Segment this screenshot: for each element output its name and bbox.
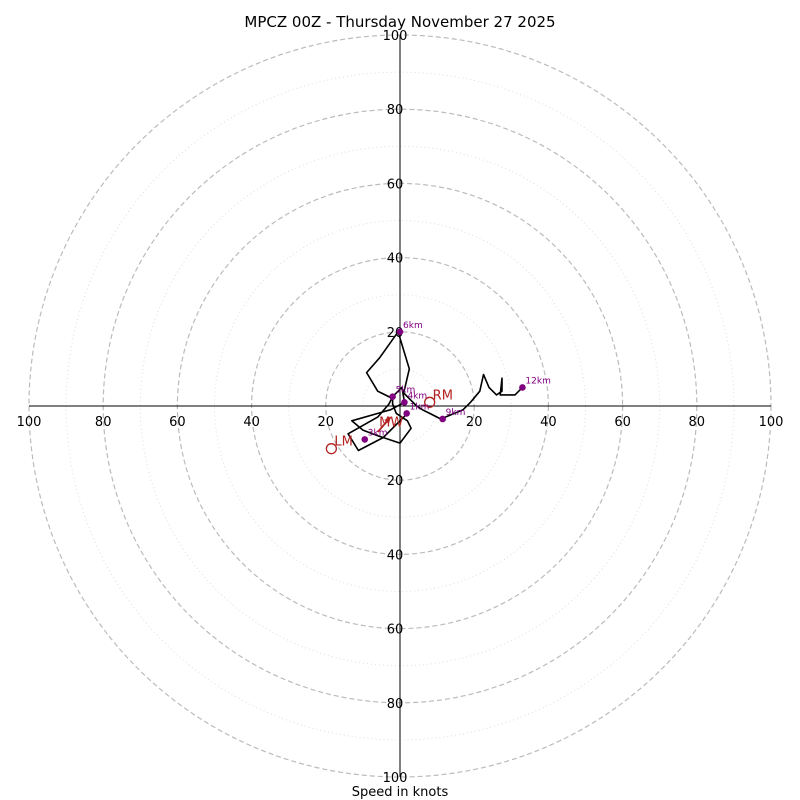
- tick-label-south-100: 100: [383, 771, 408, 786]
- height-label-5km: 5km: [396, 386, 416, 396]
- height-marker-4km: [401, 398, 408, 406]
- tick-label-west-20: 20: [318, 415, 335, 430]
- height-marker-5km: [389, 393, 396, 401]
- lm-label: LM: [334, 435, 352, 450]
- lm-marker: [325, 443, 338, 455]
- mean-wind-arrowhead: [384, 417, 391, 424]
- height-label-4km: 4km: [407, 391, 427, 401]
- height-marker-6km: [396, 328, 404, 336]
- height-label-3km: 3km: [368, 428, 388, 438]
- chart-title: MPCZ 00Z - Thursday November 27 2025: [244, 13, 555, 31]
- tick-label-south-80: 80: [387, 697, 404, 712]
- mw-label: MW: [379, 416, 403, 431]
- tick-label-north-40: 40: [387, 252, 404, 267]
- tick-label-east-60: 60: [614, 415, 631, 430]
- rm-marker: [424, 396, 436, 408]
- height-marker-1km: [403, 410, 410, 417]
- tick-label-west-60: 60: [169, 415, 186, 430]
- tick-label-south-40: 40: [387, 548, 404, 563]
- tick-label-south-60: 60: [387, 623, 404, 638]
- rm-label: RM: [433, 388, 453, 403]
- x-axis-label: Speed in knots: [352, 785, 449, 800]
- height-label-1km: 1km: [410, 402, 430, 412]
- tick-label-west-80: 80: [95, 415, 112, 430]
- storm-motion: RM LM MW: [325, 388, 453, 455]
- tick-label-east-100: 100: [759, 415, 784, 430]
- height-label-12km: 12km: [525, 376, 550, 386]
- tick-label-north-80: 80: [387, 103, 404, 118]
- wind-profile: [347, 330, 523, 452]
- hodograph-line: [347, 330, 523, 452]
- height-label-9km: 9km: [446, 408, 466, 418]
- axes: [29, 35, 771, 777]
- height-label-6km: 6km: [403, 321, 423, 331]
- tick-label-south-20: 20: [387, 474, 404, 489]
- tick-label-north-60: 60: [387, 177, 404, 192]
- tick-label-west-100: 100: [17, 415, 42, 430]
- tick-label-west-40: 40: [243, 415, 260, 430]
- height-marker-3km: [361, 436, 369, 443]
- tick-label-east-20: 20: [466, 415, 483, 430]
- tick-label-north-100: 100: [383, 29, 408, 44]
- tick-labels: 2020202040404040606060608080808010010010…: [17, 29, 784, 786]
- tick-label-east-40: 40: [540, 415, 557, 430]
- height-marker-12km: [519, 384, 526, 391]
- height-marker-9km: [439, 415, 446, 423]
- tick-label-east-80: 80: [689, 415, 706, 430]
